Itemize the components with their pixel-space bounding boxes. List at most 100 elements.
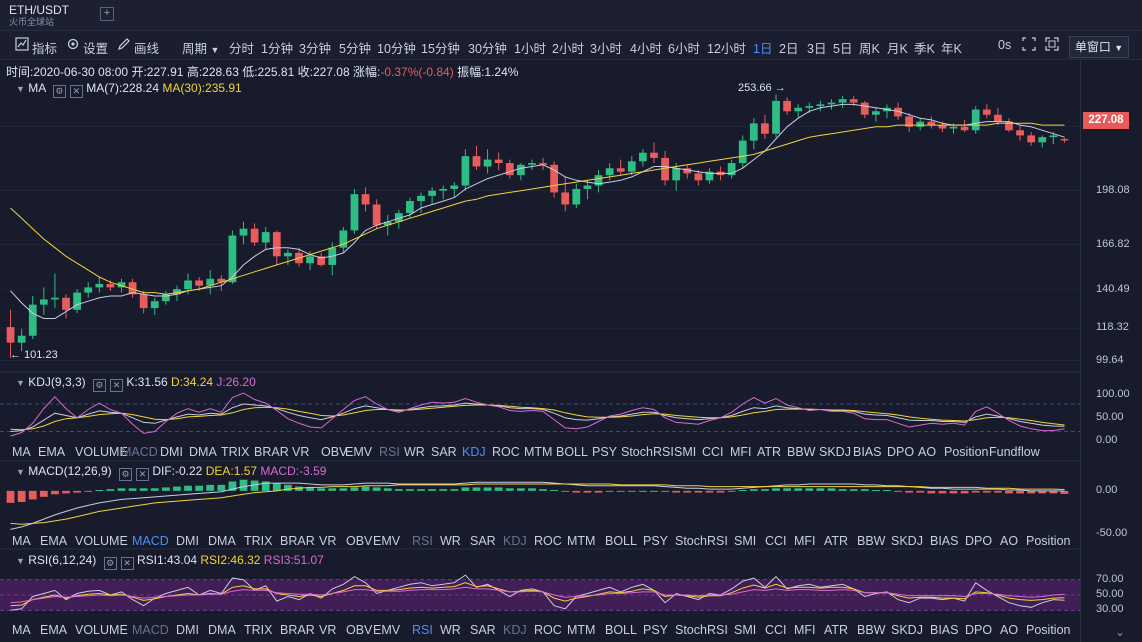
tab-psy[interactable]: PSY [592,445,618,459]
tab-dpo[interactable]: DPO [965,534,993,548]
symbol-name[interactable]: ETH/USDT [9,3,69,17]
period-14[interactable]: 2日 [779,42,799,56]
tab-ema[interactable]: EMA [40,534,68,548]
tab-wr[interactable]: WR [404,445,425,459]
tab-volume[interactable]: VOLUME [75,534,128,548]
fullscreen-icon[interactable] [1045,37,1059,51]
tab-dma[interactable]: DMA [208,534,236,548]
tab-kdj[interactable]: KDJ [503,534,527,548]
period-2[interactable]: 3分钟 [299,42,331,56]
tab-skdj[interactable]: SKDJ [891,534,923,548]
period-9[interactable]: 3小时 [590,42,622,56]
close-icon[interactable]: ✕ [135,468,149,481]
tab-ao[interactable]: AO [1000,623,1019,637]
tab-vr[interactable]: VR [319,534,337,548]
tab-psy[interactable]: PSY [643,623,669,637]
indicator-button[interactable]: 指标 [32,42,58,56]
tab-mtm[interactable]: MTM [567,534,596,548]
tab-brar[interactable]: BRAR [280,534,315,548]
tab-bbw[interactable]: BBW [857,623,886,637]
tab-obv[interactable]: OBV [346,534,373,548]
tab-emv[interactable]: EMV [373,534,401,548]
tab-dma[interactable]: DMA [208,623,236,637]
tab-sar[interactable]: SAR [431,445,457,459]
tab-stochrsi[interactable]: StochRSI [675,534,728,548]
tab-stochrsi[interactable]: StochRSI [621,445,674,459]
tab-roc[interactable]: ROC [534,623,562,637]
tab-obv[interactable]: OBV [321,445,348,459]
add-tab-button[interactable]: + [100,7,114,21]
tab-dmi[interactable]: DMI [176,623,199,637]
period-7[interactable]: 1小时 [514,42,546,56]
tab-trix[interactable]: TRIX [244,623,273,637]
tab-brar[interactable]: BRAR [254,445,289,459]
tab-dma[interactable]: DMA [189,445,217,459]
tab-smi[interactable]: SMI [674,445,697,459]
collapse-icon[interactable]: ▼ [16,556,25,566]
close-icon[interactable]: ✕ [109,379,123,392]
tab-bbw[interactable]: BBW [857,534,886,548]
close-icon[interactable]: ✕ [120,557,134,570]
tab-position[interactable]: Position [944,445,989,459]
tab-bbw[interactable]: BBW [787,445,816,459]
gear-icon[interactable]: ⚙ [92,379,106,392]
tab-roc[interactable]: ROC [492,445,520,459]
draw-button[interactable]: 画线 [134,42,160,56]
tab-vr[interactable]: VR [292,445,310,459]
tab-brar[interactable]: BRAR [280,623,315,637]
tab-emv[interactable]: EMV [345,445,373,459]
tab-psy[interactable]: PSY [643,534,669,548]
period-16[interactable]: 5日 [833,42,853,56]
tab-trix[interactable]: TRIX [221,445,250,459]
tab-atr[interactable]: ATR [757,445,782,459]
tab-stochrsi[interactable]: StochRSI [675,623,728,637]
tab-emv[interactable]: EMV [373,623,401,637]
tab-roc[interactable]: ROC [534,534,562,548]
tab-position[interactable]: Position [1026,534,1071,548]
period-19[interactable]: 季K [914,42,935,56]
settings-button[interactable]: 设置 [83,42,109,56]
tab-ema[interactable]: EMA [38,445,66,459]
tab-cci[interactable]: CCI [765,534,787,548]
screenshot-icon[interactable] [1022,37,1036,51]
period-1[interactable]: 1分钟 [261,42,293,56]
tab-sar[interactable]: SAR [470,623,496,637]
tab-volume[interactable]: VOLUME [75,623,128,637]
period-18[interactable]: 月K [887,42,908,56]
tab-ma[interactable]: MA [12,623,31,637]
period-3[interactable]: 5分钟 [339,42,371,56]
collapse-icon[interactable]: ▼ [16,378,25,388]
tab-skdj[interactable]: SKDJ [891,623,923,637]
tab-atr[interactable]: ATR [824,623,849,637]
tab-macd[interactable]: MACD [132,623,169,637]
period-17[interactable]: 周K [859,42,880,56]
period-15[interactable]: 3日 [807,42,827,56]
tab-boll[interactable]: BOLL [605,623,637,637]
tab-bias[interactable]: BIAS [930,623,959,637]
tab-obv[interactable]: OBV [346,623,373,637]
period-20[interactable]: 年K [941,42,962,56]
tab-boll[interactable]: BOLL [556,445,588,459]
gear-icon[interactable]: ⚙ [103,557,117,570]
collapse-icon[interactable]: ▼ [16,467,25,477]
tab-ao[interactable]: AO [918,445,937,459]
period-6[interactable]: 30分钟 [468,42,507,56]
tab-cci[interactable]: CCI [702,445,724,459]
tab-kdj[interactable]: KDJ [503,623,527,637]
tab-dmi[interactable]: DMI [160,445,183,459]
tab-rsi[interactable]: RSI [412,623,433,637]
tab-position[interactable]: Position [1026,623,1071,637]
tab-skdj[interactable]: SKDJ [819,445,851,459]
tab-macd[interactable]: MACD [132,534,169,548]
tab-wr[interactable]: WR [440,534,461,548]
tab-volume[interactable]: VOLUME [75,445,128,459]
chevron-down-icon[interactable]: ⌄ [1115,625,1126,639]
tab-macd[interactable]: MACD [121,445,158,459]
tab-ema[interactable]: EMA [40,623,68,637]
collapse-icon[interactable]: ▼ [16,84,25,94]
tab-dmi[interactable]: DMI [176,534,199,548]
tab-fundflow[interactable]: Fundflow [989,445,1040,459]
period-13[interactable]: 1日 [753,42,773,56]
period-5[interactable]: 15分钟 [421,42,460,56]
